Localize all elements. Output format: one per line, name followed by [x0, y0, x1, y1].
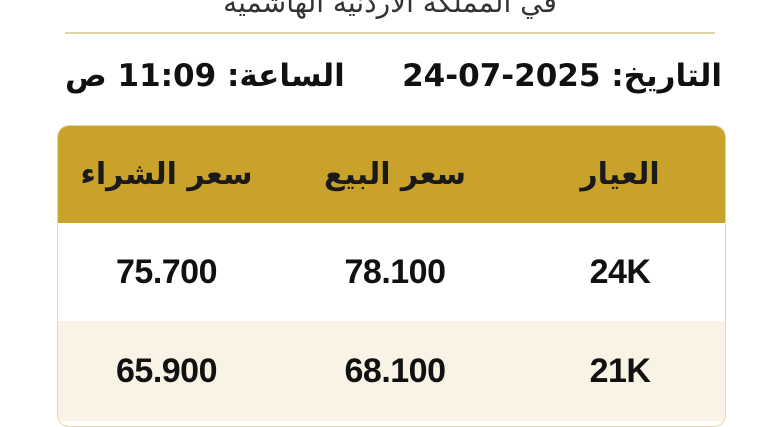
karat-cell: 24K — [589, 252, 651, 291]
table-row: 21K 68.100 65.900 — [58, 321, 725, 421]
sell-price-cell: 68.100 — [344, 351, 447, 390]
buy-price-cell: 75.700 — [116, 252, 218, 291]
date-text: التاريخ: 2025-07-24 — [402, 58, 722, 94]
table-header: العيار سعر البيع سعر الشراء — [58, 126, 725, 223]
column-header-buy: سعر الشراء — [80, 157, 253, 192]
time-label: الساعة: 11:09 ص — [65, 58, 345, 104]
page-subtitle: في المملكة الأردنية الهاشمية — [223, 0, 557, 19]
sell-price-cell: 78.100 — [344, 252, 447, 291]
column-header-karat: العيار — [580, 157, 660, 192]
divider — [65, 32, 715, 34]
column-header-sell: سعر البيع — [323, 157, 467, 192]
time-text: الساعة: 11:09 ص — [65, 58, 345, 94]
buy-price-cell: 65.900 — [116, 351, 218, 390]
gold-price-table: العيار سعر البيع سعر الشراء 24K 78.100 7… — [57, 125, 726, 427]
karat-cell: 21K — [589, 351, 651, 390]
date-label: التاريخ: 2025-07-24 — [402, 58, 722, 104]
table-row: 24K 78.100 75.700 — [58, 223, 725, 321]
